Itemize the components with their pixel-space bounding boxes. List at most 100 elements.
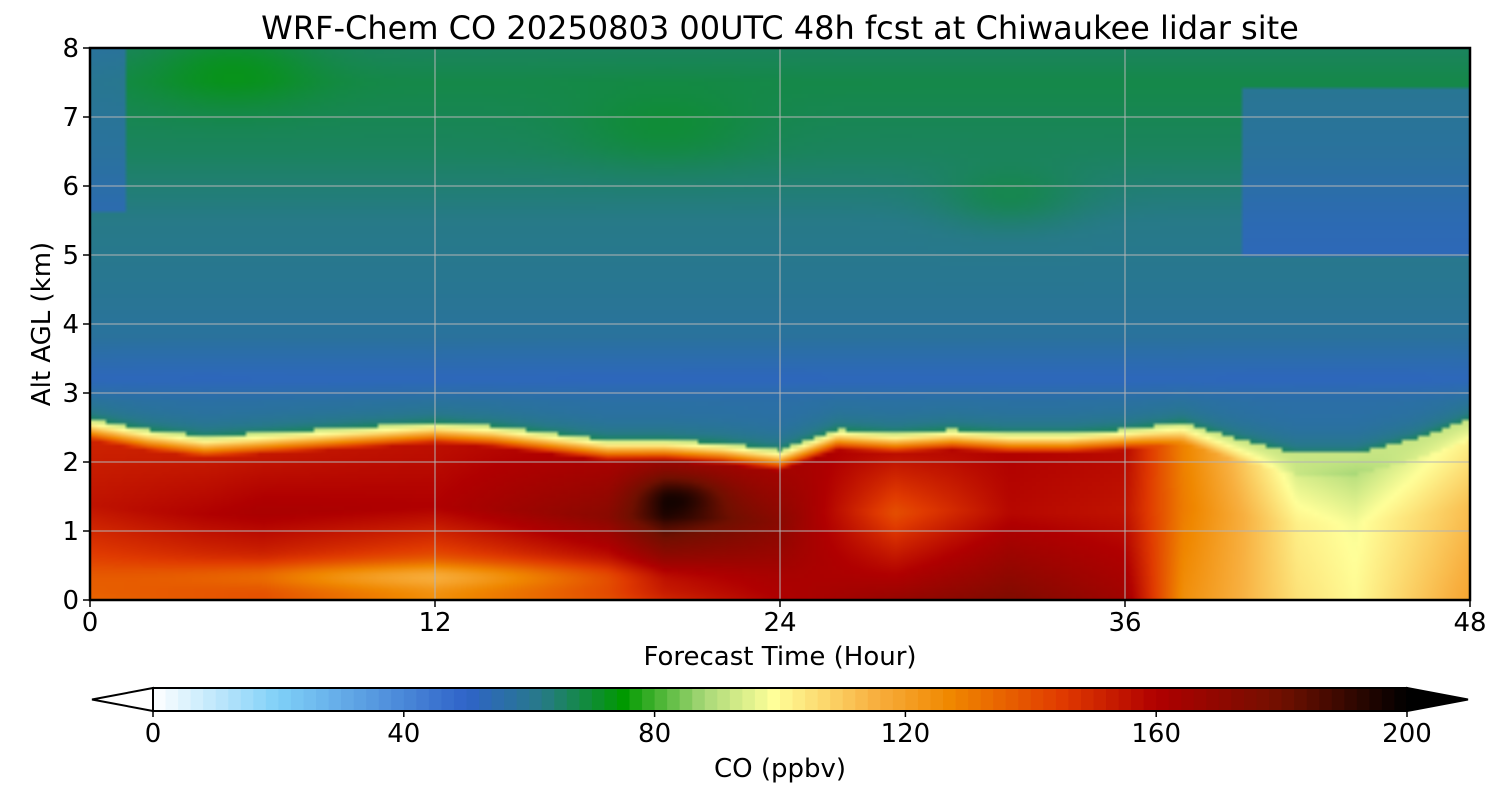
colorbar-segment: [1218, 688, 1233, 711]
x-tick-label: 36: [1108, 608, 1141, 638]
colorbar-segment: [1043, 688, 1057, 711]
colorbar-segment: [240, 688, 254, 711]
colorbar-segment: [1156, 688, 1170, 711]
colorbar-segment: [228, 688, 242, 711]
colorbar-segment: [165, 688, 179, 711]
colorbar-segment: [667, 688, 681, 711]
y-tick-label: 8: [62, 34, 79, 64]
colorbar-segment: [541, 688, 555, 711]
colorbar-segment: [780, 688, 794, 711]
colorbar-segment: [1231, 688, 1245, 711]
colorbar-segment: [1331, 688, 1345, 711]
colorbar-segment: [729, 688, 743, 711]
colorbar-segment: [591, 688, 606, 711]
colorbar-segment: [529, 688, 543, 711]
y-tick-label: 1: [62, 517, 79, 547]
colorbar-segment: [867, 688, 881, 711]
colorbar-segment: [1093, 688, 1107, 711]
colorbar-segment: [880, 688, 894, 711]
colorbar-segment: [479, 688, 493, 711]
colorbar-segment: [366, 688, 380, 711]
colorbar-segment: [290, 688, 305, 711]
colorbar-segment: [855, 688, 869, 711]
colorbar-segment: [1356, 688, 1370, 711]
colorbar-segment: [1055, 688, 1070, 711]
colorbar-segment: [265, 688, 279, 711]
colorbar-segment: [579, 688, 593, 711]
colorbar-segment: [1243, 688, 1258, 711]
colorbar-segment: [817, 688, 831, 711]
colorbar-segment: [190, 688, 204, 711]
colorbar-segment: [1381, 688, 1396, 711]
colorbar-segment: [1319, 688, 1333, 711]
colorbar-segment: [153, 688, 167, 711]
colorbar-segment: [1168, 688, 1182, 711]
colorbar-segment: [805, 688, 819, 711]
colorbar-segment: [654, 688, 668, 711]
colorbar-segment: [391, 688, 405, 711]
grid-lines: [90, 48, 1470, 600]
colorbar-segment: [466, 688, 480, 711]
colorbar-segment: [955, 688, 969, 711]
colorbar-segment: [403, 688, 417, 711]
colorbar-tick-label: 0: [145, 719, 162, 749]
colorbar-segment: [1206, 688, 1220, 711]
colorbar-segment: [968, 688, 982, 711]
colorbar-tick-label: 80: [638, 719, 671, 749]
colorbar-segment: [642, 688, 656, 711]
colorbar-segment: [1068, 688, 1082, 711]
colorbar-segment: [1030, 688, 1044, 711]
y-tick-label: 2: [62, 448, 79, 478]
colorbar-segment: [629, 688, 643, 711]
colorbar-segment: [792, 688, 806, 711]
colorbar-segment: [1131, 688, 1145, 711]
chart-title: WRF-Chem CO 20250803 00UTC 48h fcst at C…: [261, 9, 1299, 47]
colorbar-segment: [278, 688, 292, 711]
colorbar-max-extension: [1406, 686, 1469, 713]
colorbar-segment: [930, 688, 944, 711]
y-tick-label: 7: [62, 103, 79, 133]
colorbar-label: CO (ppbv): [714, 754, 846, 784]
colorbar-segment: [1118, 688, 1132, 711]
colorbar-segment: [1005, 688, 1019, 711]
colorbar-segment: [1106, 688, 1120, 711]
colorbar-min-extension: [91, 686, 154, 713]
colorbar-tick-label: 120: [881, 719, 931, 749]
y-axis: 0 1 2 3 4 5 6 7 8: [62, 34, 90, 616]
x-tick-label: 48: [1453, 608, 1486, 638]
colorbar-segment: [830, 688, 844, 711]
colorbar-segment: [993, 688, 1007, 711]
x-axis-label: Forecast Time (Hour): [643, 642, 916, 672]
colorbar-segment: [1193, 688, 1207, 711]
colorbar-segment: [516, 688, 530, 711]
colorbar-segment: [341, 688, 355, 711]
colorbar-segment: [616, 688, 631, 711]
colorbar-segment: [554, 688, 568, 711]
colorbar-segment: [1018, 688, 1032, 711]
colorbar-segment: [416, 688, 430, 711]
y-tick-label: 6: [62, 172, 79, 202]
colorbar-segment: [917, 688, 932, 711]
colorbar-segment: [1143, 688, 1157, 711]
colorbar-segment: [1181, 688, 1195, 711]
colorbar-segment: [1080, 688, 1095, 711]
colorbar-segment: [1306, 688, 1320, 711]
colorbar-segment: [1269, 688, 1283, 711]
colorbar-segment: [453, 688, 468, 711]
colorbar-segment: [316, 688, 330, 711]
colorbar-tick-label: 40: [387, 719, 420, 749]
colorbar-segment: [943, 688, 957, 711]
colorbar-segment: [742, 688, 756, 711]
colorbar-segment: [504, 688, 518, 711]
x-tick-label: 0: [82, 608, 99, 638]
colorbar-segment: [679, 688, 693, 711]
x-tick-label: 24: [763, 608, 796, 638]
colorbar-segment: [692, 688, 706, 711]
colorbar-segment: [328, 688, 342, 711]
colorbar-tick-label: 200: [1382, 719, 1432, 749]
colorbar-tick-label: 160: [1131, 719, 1181, 749]
colorbar-segment: [203, 688, 217, 711]
colorbar-ticks: 0 40 80 120 160 200: [145, 711, 1432, 749]
y-tick-label: 4: [62, 310, 79, 340]
colorbar-segments: [153, 688, 1408, 711]
